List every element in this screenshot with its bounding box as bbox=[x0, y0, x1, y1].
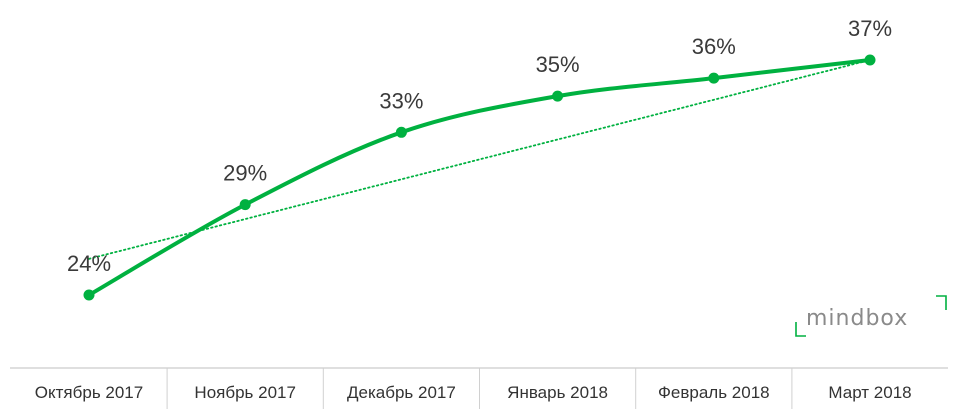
data-point bbox=[864, 54, 876, 66]
trendline-path bbox=[88, 59, 871, 260]
x-tick-label: Декабрь 2017 bbox=[347, 383, 456, 402]
x-tick-label: Январь 2018 bbox=[507, 383, 608, 402]
logo-bracket-right bbox=[936, 295, 947, 310]
data-label: 37% bbox=[848, 16, 892, 41]
series-path bbox=[87, 58, 872, 297]
data-label: 33% bbox=[379, 88, 423, 113]
data-label: 35% bbox=[536, 52, 580, 77]
data-point bbox=[552, 90, 564, 102]
x-tick-label: Октябрь 2017 bbox=[35, 383, 143, 402]
data-point bbox=[239, 199, 251, 211]
data-points bbox=[83, 54, 876, 301]
data-label: 24% bbox=[67, 251, 111, 276]
data-point bbox=[83, 289, 95, 301]
x-tick-labels: Октябрь 2017 Ноябрь 2017 Декабрь 2017 Январ… bbox=[35, 383, 912, 402]
data-point bbox=[395, 126, 407, 138]
data-label: 36% bbox=[692, 34, 736, 59]
x-tick-label: Февраль 2018 bbox=[658, 383, 770, 402]
logo-text: mindbox bbox=[806, 306, 908, 331]
data-labels: 24% 29% 33% 35% 36% 37% bbox=[67, 16, 892, 276]
data-point bbox=[708, 72, 720, 84]
logo-bracket-left bbox=[795, 322, 806, 337]
trendline bbox=[88, 59, 871, 260]
series-line bbox=[87, 58, 872, 297]
x-axis bbox=[10, 367, 948, 409]
x-tick-label: Март 2018 bbox=[828, 383, 911, 402]
mindbox-logo: mindbox bbox=[795, 295, 947, 337]
x-tick-label: Ноябрь 2017 bbox=[194, 383, 296, 402]
data-label: 29% bbox=[223, 161, 267, 186]
